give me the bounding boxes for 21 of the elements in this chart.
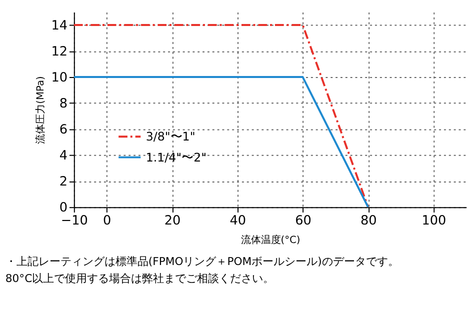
x-tick-label: 100 [422, 213, 446, 228]
y-axis-title: 流体圧力(MPa) [34, 76, 46, 144]
text: ・上記レーティングは標準品(FPMOリング＋POMボールシール)のデータです。 [5, 255, 399, 268]
legend-label: 3/8"〜1" [146, 130, 196, 144]
y-tick-label: 10 [51, 70, 68, 86]
x-tick-label: 80 [360, 213, 377, 228]
x-tick-label: 40 [230, 213, 246, 228]
y-tick-label: 8 [59, 96, 68, 112]
legend-label: 1.1/4"〜2" [146, 150, 207, 164]
y-tick-label: 0 [59, 200, 68, 216]
x-axis-title: 流体温度(°C) [240, 234, 300, 246]
text: 80°C以上で使用する場合は弊社までご相談ください。 [5, 272, 274, 285]
x-tick-label: 20 [164, 213, 181, 228]
y-tick-label: 6 [59, 122, 68, 138]
x-tick-label: 60 [295, 213, 312, 228]
y-tick-label: 12 [51, 44, 68, 60]
x-tick-label: 0 [103, 213, 112, 228]
y-tick-label: 14 [51, 18, 68, 34]
y-tick-label: 4 [59, 148, 68, 164]
x-tick-label: −10 [60, 213, 88, 228]
y-tick-label: 2 [59, 174, 68, 190]
